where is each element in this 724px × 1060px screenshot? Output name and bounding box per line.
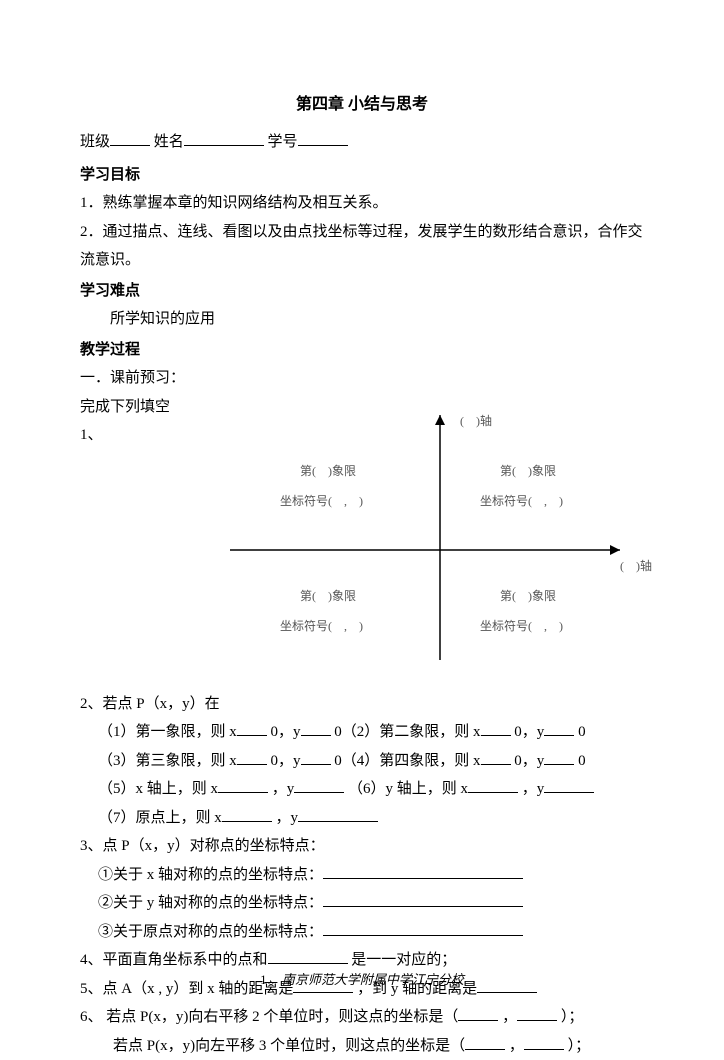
class-blank	[110, 131, 150, 146]
q2-l1b: 0，y	[271, 724, 301, 740]
blank	[237, 721, 267, 736]
q3-head: 3、点 P（x，y）对称点的坐标特点：	[80, 832, 644, 861]
page-footer: 1 南京师范大学附属中学江宁分校	[0, 968, 724, 993]
y-axis-label: ( )轴	[460, 410, 492, 433]
q6-line2: 若点 P(x，y)向左平移 3 个单位时，则这点的坐标是（ ， ）；	[80, 1032, 644, 1060]
q2-l2b: 0，y	[271, 753, 301, 769]
q6-f: ）；	[568, 1038, 591, 1054]
blank	[323, 921, 523, 936]
q2-l3b: ，y	[272, 781, 295, 797]
q2-l4a: （7）原点上，则 x	[98, 810, 222, 826]
blank	[301, 750, 331, 765]
blank	[298, 807, 378, 822]
heading-goal: 学习目标	[80, 161, 644, 190]
q2-l3a: （5）x 轴上，则 x	[98, 781, 218, 797]
blank	[294, 778, 344, 793]
q2-l2e: 0	[578, 753, 586, 769]
q4-a: 4、平面直角坐标系中的点和	[80, 952, 268, 968]
q2-l3d: ，y	[522, 781, 545, 797]
q2-line4: （7）原点上，则 x ，y	[80, 804, 644, 833]
student-info-line: 班级 姓名 学号	[80, 128, 644, 157]
school-name: 南京师范大学附属中学江宁分校	[282, 972, 464, 987]
q2-l1c: 0（2）第二象限，则 x	[334, 724, 480, 740]
blank	[468, 778, 518, 793]
q6-d: 若点 P(x，y)向左平移 3 个单位时，则这点的坐标是（	[113, 1038, 465, 1054]
x-axis-label: ( )轴	[620, 555, 652, 578]
id-label: 学号	[268, 134, 298, 150]
q3-l2: ②关于 y 轴对称的点的坐标特点：	[98, 895, 323, 911]
q2-l1d: 0，y	[514, 724, 544, 740]
blank	[544, 778, 594, 793]
heading-difficulty: 学习难点	[80, 277, 644, 306]
q2-l2a: （3）第三象限，则 x	[98, 753, 237, 769]
goal-item-1: 1．熟练掌握本章的知识网络结构及相互关系。	[80, 189, 644, 218]
q4-sign-label: 坐标符号( , )	[480, 615, 563, 638]
blank	[544, 750, 574, 765]
q2-l1e: 0	[578, 724, 586, 740]
name-blank	[184, 131, 264, 146]
difficulty-item: 所学知识的应用	[80, 305, 644, 334]
q3-l3: ③关于原点对称的点的坐标特点：	[98, 924, 323, 940]
blank	[544, 721, 574, 736]
blank	[481, 721, 511, 736]
q3-line1: ①关于 x 轴对称的点的坐标特点：	[80, 861, 644, 890]
q2-head: 2、若点 P（x，y）在	[80, 690, 644, 719]
goal-item-2: 2．通过描点、连线、看图以及由点找坐标等过程，发展学生的数形结合意识，合作交流意…	[80, 218, 644, 275]
q2-l4b: ，y	[276, 810, 299, 826]
q2-quadrant-label: 第( )象限	[300, 460, 356, 483]
class-label: 班级	[80, 134, 110, 150]
q3-line3: ③关于原点对称的点的坐标特点：	[80, 918, 644, 947]
blank	[323, 864, 523, 879]
coordinate-diagram: ( )轴 ( )轴 第( )象限 坐标符号( , ) 第( )象限 坐标符号( …	[80, 400, 644, 680]
q3-sign-label: 坐标符号( , )	[280, 615, 363, 638]
blank	[268, 949, 348, 964]
q3-l1: ①关于 x 轴对称的点的坐标特点：	[98, 867, 323, 883]
blank	[237, 750, 267, 765]
blank	[481, 750, 511, 765]
page-title: 第四章 小结与思考	[80, 90, 644, 120]
blank	[222, 807, 272, 822]
heading-process: 教学过程	[80, 336, 644, 365]
q3-quadrant-label: 第( )象限	[300, 585, 356, 608]
q2-l2d: 0，y	[514, 753, 544, 769]
q2-l1a: （1）第一象限，则 x	[98, 724, 237, 740]
blank	[323, 892, 523, 907]
name-label: 姓名	[154, 134, 184, 150]
preclass-heading: 一．课前预习：	[80, 364, 644, 393]
blank	[517, 1006, 557, 1021]
q6-line1: 6、 若点 P(x，y)向右平移 2 个单位时，则这点的坐标是（ ， ）；	[80, 1003, 644, 1032]
id-blank	[298, 131, 348, 146]
q3-line2: ②关于 y 轴对称的点的坐标特点：	[80, 889, 644, 918]
q1-quadrant-label: 第( )象限	[500, 460, 556, 483]
blank	[218, 778, 268, 793]
blank	[524, 1035, 564, 1050]
blank	[458, 1006, 498, 1021]
blank	[301, 721, 331, 736]
q6-e: ，	[509, 1038, 524, 1054]
q2-line3: （5）x 轴上，则 x ，y （6）y 轴上，则 x ，y	[80, 775, 644, 804]
q1-sign-label: 坐标符号( , )	[480, 490, 563, 513]
q4-b: 是一一对应的；	[351, 952, 456, 968]
q2-l3c: （6）y 轴上，则 x	[348, 781, 468, 797]
blank	[465, 1035, 505, 1050]
q2-line2: （3）第三象限，则 x 0，y 0（4）第四象限，则 x 0，y 0	[80, 747, 644, 776]
q2-sign-label: 坐标符号( , )	[280, 490, 363, 513]
q4-quadrant-label: 第( )象限	[500, 585, 556, 608]
q2-l2c: 0（4）第四象限，则 x	[334, 753, 480, 769]
q2-line1: （1）第一象限，则 x 0，y 0（2）第二象限，则 x 0，y 0	[80, 718, 644, 747]
page-number: 1	[260, 972, 267, 987]
